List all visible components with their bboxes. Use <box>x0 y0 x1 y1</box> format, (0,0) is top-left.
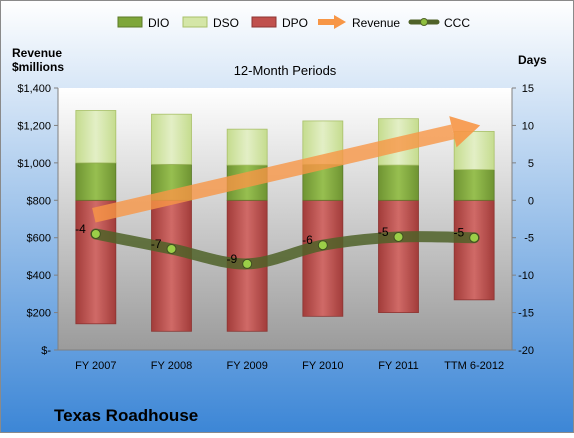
revenue-arrow-shaft <box>92 124 455 223</box>
right-axis-tick-label: 10 <box>522 120 534 132</box>
left-axis-tick-label: $800 <box>27 195 51 207</box>
legend-swatch-dso <box>182 16 208 28</box>
left-axis-tick-label: $1,200 <box>17 120 51 132</box>
x-axis-tick-label: TTM 6-2012 <box>444 360 504 372</box>
left-axis-tick-label: $- <box>41 345 51 357</box>
legend-label-dpo: DPO <box>282 16 308 30</box>
x-axis-tick-label: FY 2009 <box>226 360 267 372</box>
left-axis-tick-label: $400 <box>27 270 51 282</box>
right-axis-tick-label: -5 <box>524 233 534 245</box>
right-axis-label: Days <box>518 53 547 67</box>
dpo-bar <box>302 199 344 317</box>
revenue-arrow-head <box>449 116 481 148</box>
ccc-marker <box>90 228 101 239</box>
right-axis-tick-label: 15 <box>522 83 534 95</box>
left-axis-tick-label: $1,000 <box>17 158 51 170</box>
legend-label-ccc: CCC <box>444 16 470 30</box>
legend-label-dso: DSO <box>213 16 239 30</box>
right-axis-tick-label: -20 <box>518 345 534 357</box>
ccc-data-label: -7 <box>151 237 162 251</box>
ccc-data-label: -4 <box>75 222 86 236</box>
ccc-marker <box>393 231 404 242</box>
ccc-data-label: -5 <box>453 226 464 240</box>
dso-bar <box>151 113 192 165</box>
legend-swatch-dio <box>117 16 143 28</box>
ccc-marker <box>317 240 328 251</box>
legend-swatch-dpo <box>251 16 277 28</box>
ccc-marker <box>166 243 177 254</box>
right-axis-tick-label: 0 <box>528 195 534 207</box>
dpo-bar <box>378 199 419 313</box>
x-axis-tick-label: FY 2010 <box>302 360 343 372</box>
ccc-marker <box>469 232 480 243</box>
left-axis-tick-label: $600 <box>27 233 51 245</box>
legend-arrow-revenue <box>318 15 346 29</box>
legend: DIO DSO DPO Revenue CCC <box>117 15 470 30</box>
legend-label-revenue: Revenue <box>352 16 400 30</box>
left-axis-label-line1: Revenue <box>12 46 62 60</box>
x-axis-tick-label: FY 2011 <box>378 360 419 372</box>
dio-bar <box>453 169 495 201</box>
ccc-data-label: -6 <box>302 233 313 247</box>
axes-layer: $- $200 $400 $600 $800 $1,000 $1,200 $1,400 -20 -… <box>17 83 534 372</box>
legend-label-dio: DIO <box>148 16 169 30</box>
x-axis-tick-label: FY 2007 <box>75 360 116 372</box>
dso-bar <box>226 128 268 166</box>
chart-title: 12-Month Periods <box>234 63 337 78</box>
x-axis-tick-label: FY 2008 <box>151 360 192 372</box>
ccc-data-label: -5 <box>378 225 389 239</box>
company-name: Texas Roadhouse <box>54 406 198 425</box>
right-axis-tick-label: 5 <box>528 158 534 170</box>
ccc-line <box>90 228 480 270</box>
dio-bar <box>75 162 117 201</box>
revenue-arrow-layer <box>92 116 481 223</box>
ccc-line-layer: -4 -7 -9 -6 -5 -5 <box>75 222 480 270</box>
dio-bar <box>378 164 419 201</box>
dpo-bar <box>151 199 192 332</box>
left-axis-tick-label: $1,400 <box>17 83 51 95</box>
ccc-marker <box>242 258 253 269</box>
right-axis-tick-label: -15 <box>518 308 534 320</box>
dpo-bar <box>453 199 495 301</box>
ccc-data-label: -9 <box>226 252 237 266</box>
left-axis-tick-label: $200 <box>27 308 51 320</box>
dso-bar <box>75 110 117 164</box>
right-axis-tick-label: -10 <box>518 270 534 282</box>
left-axis-label-line2: $millions <box>12 60 64 74</box>
legend-marker-ccc <box>420 18 428 26</box>
